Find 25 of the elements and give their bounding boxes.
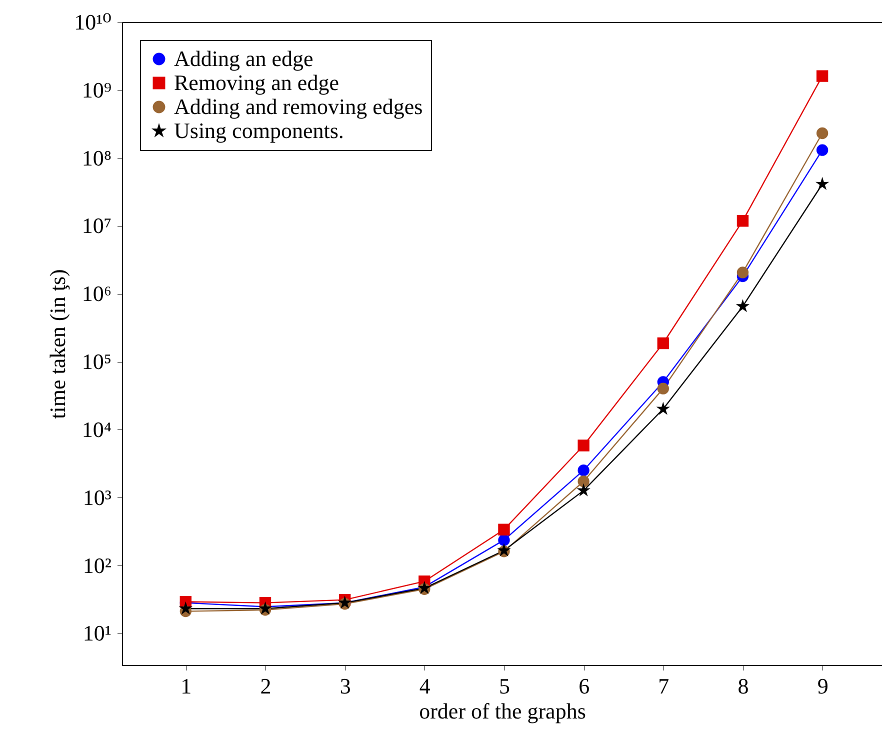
y-tick-label: 10⁴ xyxy=(82,416,112,442)
y-tick-label: 10⁵ xyxy=(82,349,112,374)
x-tick-label: 1 xyxy=(180,674,192,698)
x-tick-label: 6 xyxy=(578,674,590,698)
x-axis-title: order of the graphs xyxy=(419,698,586,724)
legend-label: Adding and removing edges xyxy=(174,94,423,119)
x-tick-label: 2 xyxy=(260,674,272,698)
x-tick-label: 3 xyxy=(340,674,351,698)
y-tick-label: 10⁸ xyxy=(82,145,112,170)
legend-label: Adding an edge xyxy=(174,46,314,71)
y-axis-title: time taken (in ţs) xyxy=(45,269,70,419)
x-tick-label: 9 xyxy=(817,674,828,698)
x-tick-label: 7 xyxy=(658,674,670,698)
y-tick-label: 10⁶ xyxy=(82,281,112,306)
y-tick-label: 10¹ xyxy=(82,620,112,646)
x-tick-label: 4 xyxy=(419,674,430,698)
legend-label: Removing an edge xyxy=(174,70,339,95)
x-tick-label: 5 xyxy=(498,674,510,698)
x-tick-label: 8 xyxy=(738,674,749,698)
y-tick-label: 10³ xyxy=(82,484,112,510)
legend-label: Using components. xyxy=(174,118,344,143)
y-tick-label: 10² xyxy=(82,552,112,578)
y-tick-label: 10¹⁰ xyxy=(74,10,112,34)
y-tick-label: 10⁹ xyxy=(82,77,112,102)
y-tick-label: 10⁷ xyxy=(82,213,112,238)
